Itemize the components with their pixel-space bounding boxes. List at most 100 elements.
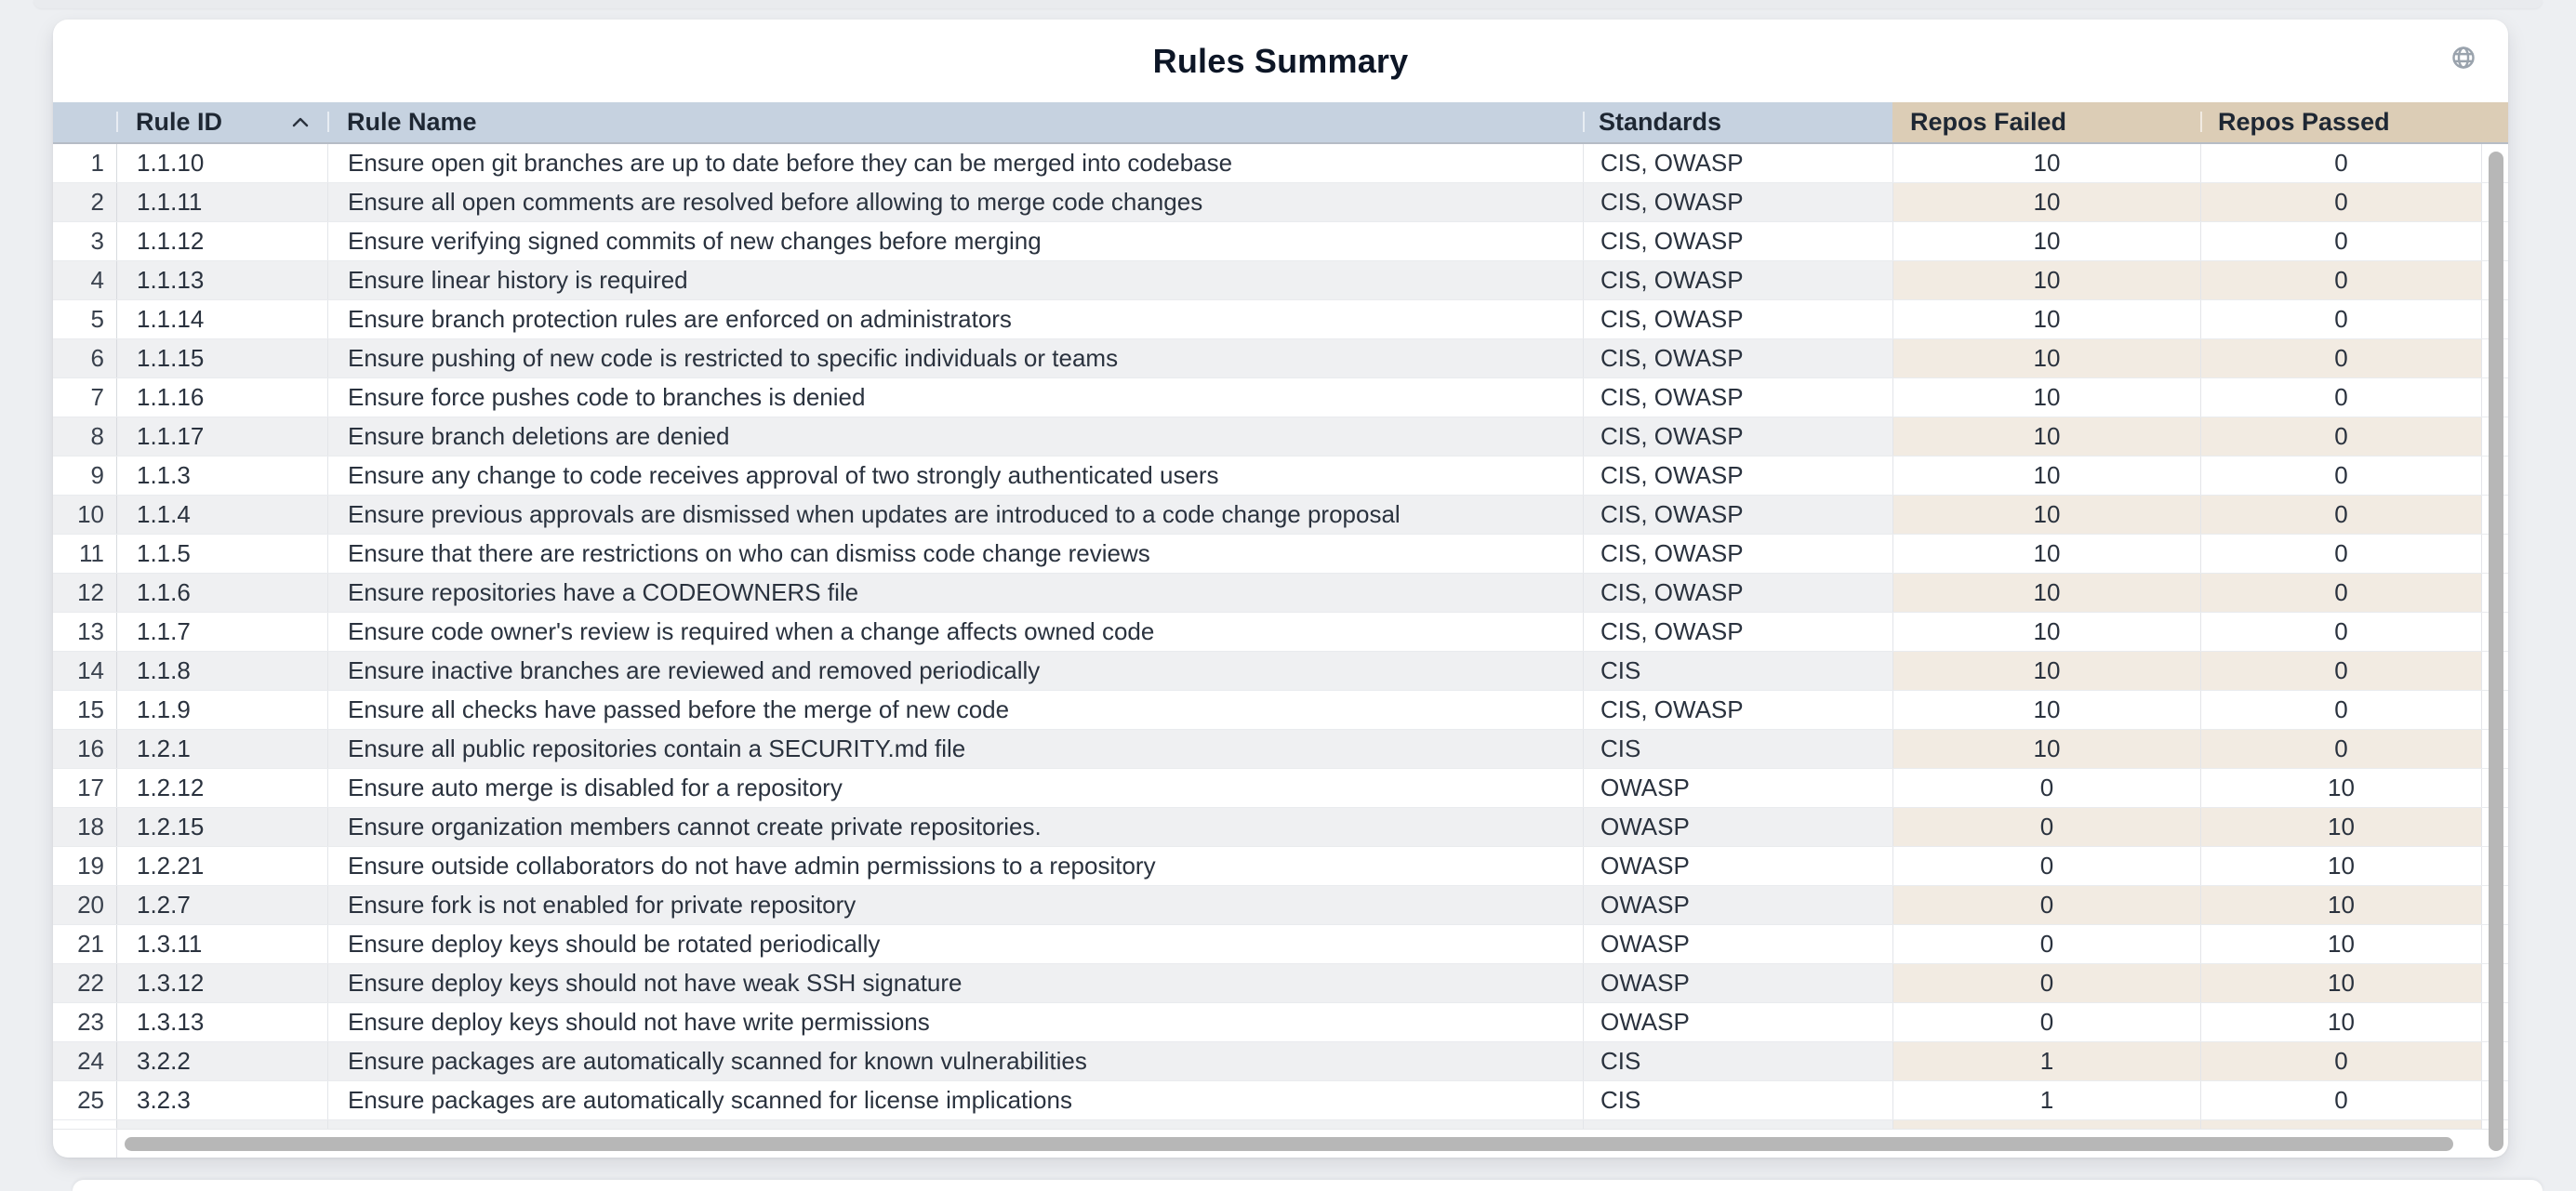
cell-repos-passed: 0 <box>2200 378 2481 417</box>
cell-row-index: 11 <box>53 535 116 573</box>
cell-repos-failed: 10 <box>1892 730 2200 768</box>
cell-rule-name: Ensure outside collaborators do not have… <box>327 847 1583 885</box>
header-rule-id[interactable]: Rule ID <box>116 102 327 142</box>
table-row[interactable]: 4 1.1.13 Ensure linear history is required… <box>53 261 2508 300</box>
cell-standards <box>1583 1120 1892 1129</box>
cell-row-index: 25 <box>53 1081 116 1119</box>
cell-repos-passed: 0 <box>2200 691 2481 729</box>
table-row[interactable]: 6 1.1.15 Ensure pushing of new code is res… <box>53 339 2508 378</box>
cell-rule-id: 1.3.12 <box>116 964 327 1002</box>
cell-standards: OWASP <box>1583 769 1892 807</box>
page-title: Rules Summary <box>1152 41 1409 80</box>
cell-rule-name: Ensure deploy keys should be rotated per… <box>327 925 1583 963</box>
cell-row-index: 12 <box>53 574 116 612</box>
table-row[interactable]: 21 1.3.11 Ensure deploy keys should be rot… <box>53 925 2508 964</box>
table-row[interactable]: 3 1.1.12 Ensure verifying signed commits o… <box>53 222 2508 261</box>
cell-rule-id: 1.1.13 <box>116 261 327 299</box>
globe-icon[interactable] <box>2450 45 2476 71</box>
cell-rule-name: Ensure inactive branches are reviewed an… <box>327 652 1583 690</box>
table-row[interactable]: 17 1.2.12 Ensure auto merge is disabled fo… <box>53 769 2508 808</box>
cell-repos-failed: 1 <box>1892 1081 2200 1119</box>
cell-rule-id: 1.3.11 <box>116 925 327 963</box>
cell-standards: CIS <box>1583 730 1892 768</box>
table-row[interactable]: 16 1.2.1 Ensure all public repositories co… <box>53 730 2508 769</box>
header-repos-failed[interactable]: Repos Failed <box>1892 102 2200 142</box>
cell-rule-id: 1.2.21 <box>116 847 327 885</box>
cell-repos-failed: 1 <box>1892 1042 2200 1080</box>
header-repos-passed[interactable]: Repos Passed <box>2200 102 2481 142</box>
table-row[interactable]: 13 1.1.7 Ensure code owner's review is req… <box>53 613 2508 652</box>
table-row[interactable]: 22 1.3.12 Ensure deploy keys should not ha… <box>53 964 2508 1003</box>
cell-rule-id: 1.1.7 <box>116 613 327 651</box>
cell-rule-name: Ensure open git branches are up to date … <box>327 144 1583 182</box>
cell-rule-name: Ensure all public repositories contain a… <box>327 730 1583 768</box>
cell-standards: CIS, OWASP <box>1583 300 1892 338</box>
cell-standards: CIS, OWASP <box>1583 183 1892 221</box>
cell-repos-passed: 0 <box>2200 261 2481 299</box>
cell-row-index: 7 <box>53 378 116 417</box>
sort-ascending-icon[interactable] <box>292 117 309 127</box>
table-row[interactable]: 20 1.2.7 Ensure fork is not enabled for pr… <box>53 886 2508 925</box>
cell-row-index: 13 <box>53 613 116 651</box>
cell-row-index: 3 <box>53 222 116 260</box>
table-body: 1 1.1.10 Ensure open git branches are up t… <box>53 144 2508 1120</box>
clipped-next-row <box>53 1120 2508 1130</box>
cell-repos-failed: 10 <box>1892 496 2200 534</box>
table-row[interactable]: 23 1.3.13 Ensure deploy keys should not ha… <box>53 1003 2508 1042</box>
cell-repos-failed: 10 <box>1892 261 2200 299</box>
cell-rule-id: 1.1.10 <box>116 144 327 182</box>
cell-rule-id <box>116 1120 327 1129</box>
cell-standards: OWASP <box>1583 886 1892 924</box>
cell-rule-id: 1.1.16 <box>116 378 327 417</box>
table-row[interactable]: 15 1.1.9 Ensure all checks have passed bef… <box>53 691 2508 730</box>
cell-row-index: 20 <box>53 886 116 924</box>
table-row[interactable]: 7 1.1.16 Ensure force pushes code to branc… <box>53 378 2508 417</box>
cell-standards: CIS <box>1583 652 1892 690</box>
cell-row-index: 22 <box>53 964 116 1002</box>
cell-row-index: 17 <box>53 769 116 807</box>
table-row[interactable]: 5 1.1.14 Ensure branch protection rules ar… <box>53 300 2508 339</box>
table-row[interactable]: 25 3.2.3 Ensure packages are automatically… <box>53 1081 2508 1120</box>
table-row[interactable]: 2 1.1.11 Ensure all open comments are reso… <box>53 183 2508 222</box>
cell-standards: CIS, OWASP <box>1583 339 1892 377</box>
cell-standards: CIS, OWASP <box>1583 457 1892 495</box>
cell-repos-failed: 10 <box>1892 535 2200 573</box>
cell-rule-name: Ensure all open comments are resolved be… <box>327 183 1583 221</box>
cell-standards: OWASP <box>1583 964 1892 1002</box>
cell-rule-id: 1.2.1 <box>116 730 327 768</box>
table-row[interactable]: 18 1.2.15 Ensure organization members cann… <box>53 808 2508 847</box>
cell-repos-passed: 0 <box>2200 535 2481 573</box>
cell-rule-id: 1.1.5 <box>116 535 327 573</box>
cell-repos-passed: 0 <box>2200 496 2481 534</box>
cell-standards: CIS, OWASP <box>1583 417 1892 456</box>
cell-standards: CIS, OWASP <box>1583 535 1892 573</box>
table-row[interactable]: 11 1.1.5 Ensure that there are restriction… <box>53 535 2508 574</box>
cell-row-index: 21 <box>53 925 116 963</box>
cell-repos-passed: 0 <box>2200 613 2481 651</box>
vertical-scrollbar-thumb[interactable] <box>2489 152 2503 1151</box>
cell-repos-failed: 10 <box>1892 613 2200 651</box>
header-rule-name[interactable]: Rule Name <box>327 102 1583 142</box>
table-row[interactable]: 12 1.1.6 Ensure repositories have a CODEOW… <box>53 574 2508 613</box>
cell-rule-name: Ensure verifying signed commits of new c… <box>327 222 1583 260</box>
table-row[interactable]: 10 1.1.4 Ensure previous approvals are dis… <box>53 496 2508 535</box>
table-row[interactable]: 19 1.2.21 Ensure outside collaborators do … <box>53 847 2508 886</box>
cell-row-index: 1 <box>53 144 116 182</box>
cell-rule-id: 1.1.15 <box>116 339 327 377</box>
cell-rule-name: Ensure fork is not enabled for private r… <box>327 886 1583 924</box>
cell-rule-id: 1.1.12 <box>116 222 327 260</box>
table-row[interactable]: 8 1.1.17 Ensure branch deletions are denie… <box>53 417 2508 457</box>
table-row[interactable]: 1 1.1.10 Ensure open git branches are up t… <box>53 144 2508 183</box>
table-row[interactable]: 14 1.1.8 Ensure inactive branches are revi… <box>53 652 2508 691</box>
horizontal-scrollbar-thumb[interactable] <box>125 1137 2453 1151</box>
table-row[interactable]: 24 3.2.2 Ensure packages are automatically… <box>53 1042 2508 1081</box>
cell-rule-name: Ensure auto merge is disabled for a repo… <box>327 769 1583 807</box>
cell-standards: CIS, OWASP <box>1583 691 1892 729</box>
table-row[interactable]: 9 1.1.3 Ensure any change to code receives… <box>53 457 2508 496</box>
cell-repos-passed: 0 <box>2200 300 2481 338</box>
header-standards[interactable]: Standards <box>1583 102 1892 142</box>
cell-rule-id: 1.2.12 <box>116 769 327 807</box>
cell-rule-name: Ensure any change to code receives appro… <box>327 457 1583 495</box>
cell-repos-failed: 10 <box>1892 691 2200 729</box>
cell-rule-name: Ensure code owner's review is required w… <box>327 613 1583 651</box>
